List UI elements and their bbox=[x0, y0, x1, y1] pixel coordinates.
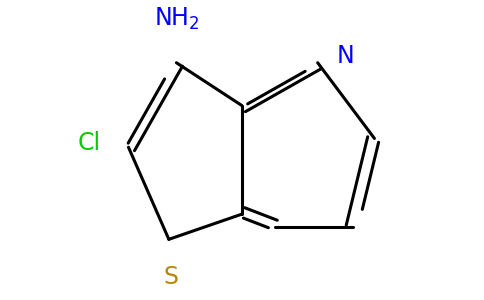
Text: Cl: Cl bbox=[77, 131, 101, 155]
Text: NH$_2$: NH$_2$ bbox=[153, 6, 199, 32]
Text: S: S bbox=[164, 265, 179, 289]
Text: N: N bbox=[336, 44, 354, 68]
